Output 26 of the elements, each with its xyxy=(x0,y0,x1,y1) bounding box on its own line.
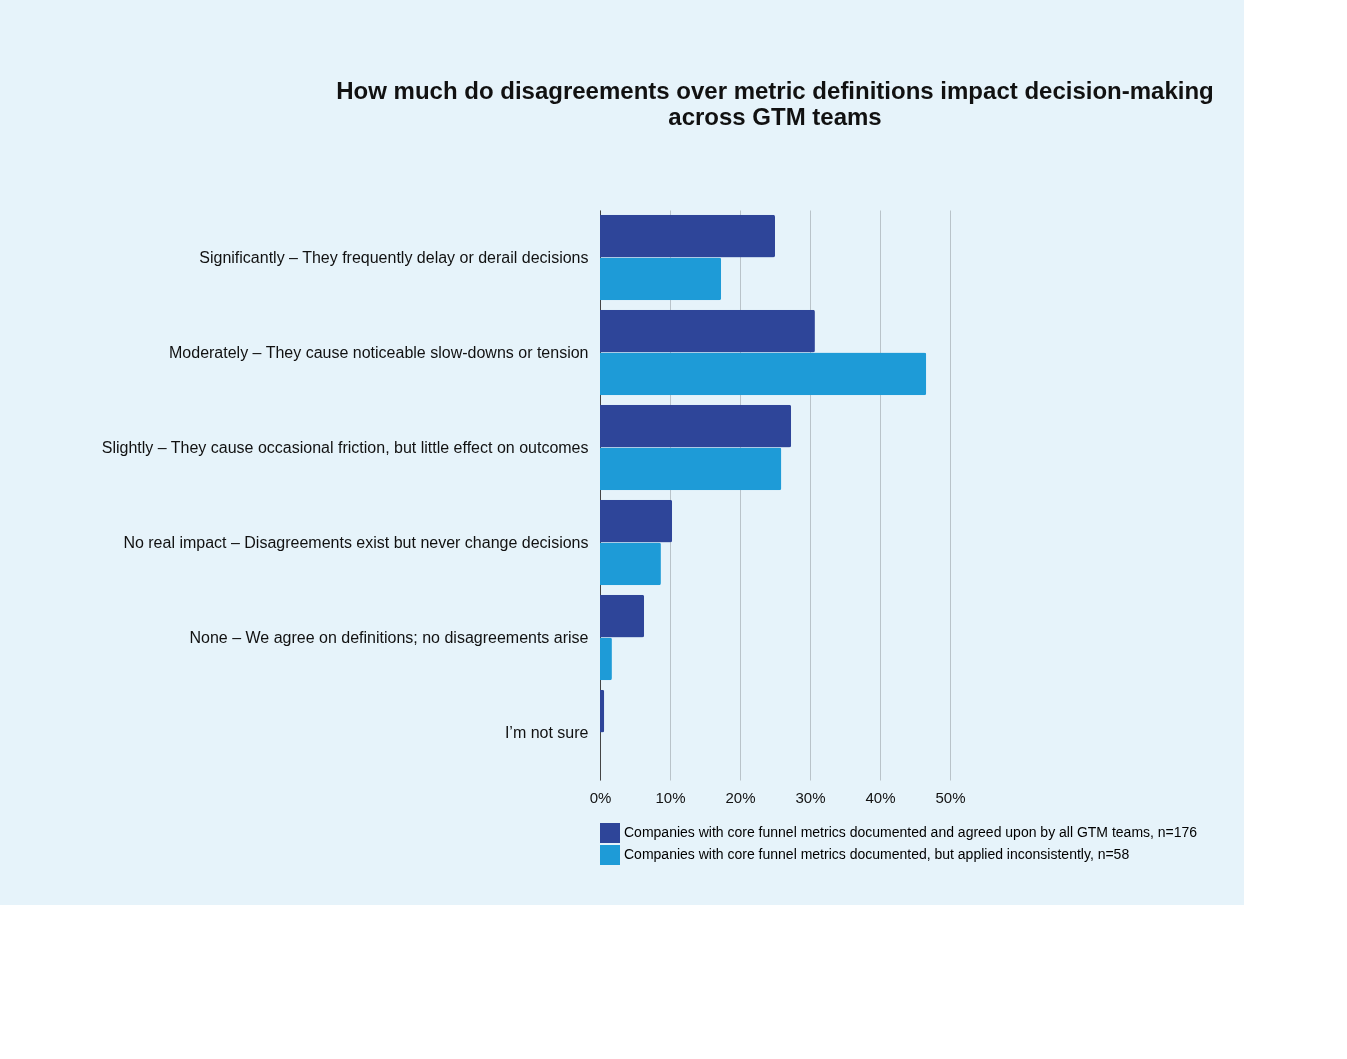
x-tick-label: 20% xyxy=(725,788,756,806)
y-tick-label: No real impact – Disagreements exist but never change decisions xyxy=(123,533,589,551)
chart-title: How much do disagreements over metric definitions impact decision-making across GTM teams xyxy=(336,77,1214,130)
y-tick-label: Slightly – They cause occasional friction, but little effect on outcomes xyxy=(101,438,589,456)
y-tick-label: None – We agree on definitions; no disagreements arise xyxy=(189,628,589,646)
x-tick-label: 10% xyxy=(655,788,686,806)
bar xyxy=(600,594,645,638)
x-tick-label: 50% xyxy=(935,788,966,806)
legend-label: Companies with core funnel metrics documented and agreed upon by all GTM teams, n=176 xyxy=(624,824,1198,840)
bar xyxy=(600,257,722,301)
bar xyxy=(600,309,815,353)
x-tick-label: 40% xyxy=(865,788,896,806)
bar xyxy=(600,352,927,396)
bar xyxy=(600,542,661,586)
bar xyxy=(600,637,612,681)
bar xyxy=(600,689,605,733)
bar xyxy=(600,214,775,258)
x-tick-label: 0% xyxy=(589,788,612,806)
x-tick-label: 30% xyxy=(795,788,826,806)
y-tick-label: Significantly – They frequently delay or derail decisions xyxy=(199,248,589,266)
bar xyxy=(600,447,782,491)
legend-label: Companies with core funnel metrics documented, but applied inconsistently, n=58 xyxy=(624,846,1130,862)
y-tick-label: Moderately – They cause noticeable slow-downs or tension xyxy=(169,343,589,361)
y-tick-label: I’m not sure xyxy=(504,723,589,741)
bar xyxy=(600,499,673,543)
bar xyxy=(600,404,792,448)
